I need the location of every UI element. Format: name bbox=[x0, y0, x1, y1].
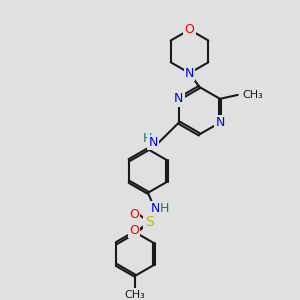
Text: S: S bbox=[145, 215, 153, 230]
Text: N: N bbox=[174, 92, 184, 105]
Text: CH₃: CH₃ bbox=[243, 90, 263, 100]
Text: O: O bbox=[129, 208, 139, 221]
Text: N: N bbox=[151, 202, 160, 215]
Text: CH₃: CH₃ bbox=[125, 290, 146, 300]
Text: O: O bbox=[184, 23, 194, 36]
Text: N: N bbox=[185, 67, 194, 80]
Text: H: H bbox=[160, 202, 170, 215]
Text: N: N bbox=[215, 116, 225, 129]
Text: N: N bbox=[148, 136, 158, 149]
Text: H: H bbox=[142, 132, 152, 145]
Text: O: O bbox=[129, 224, 139, 237]
